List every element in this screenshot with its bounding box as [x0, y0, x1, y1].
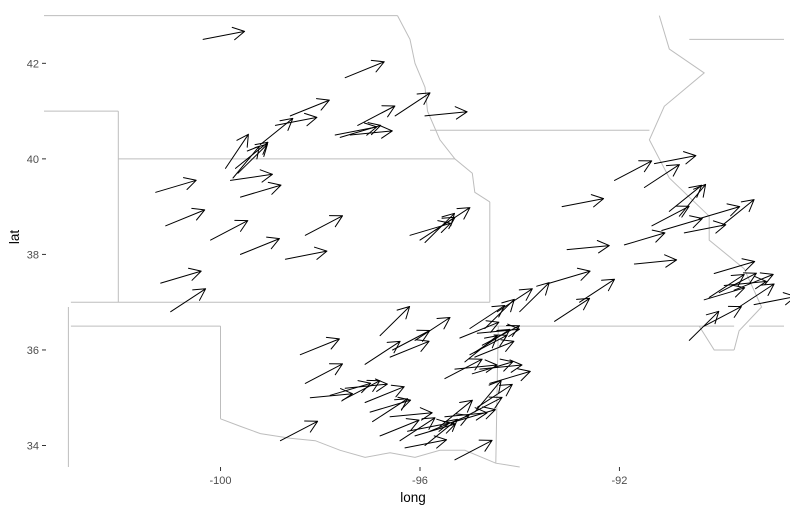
wind-arrow — [160, 267, 202, 284]
wind-arrow — [623, 229, 666, 246]
wind-arrow — [718, 272, 757, 294]
border-red-river — [220, 418, 520, 468]
wind-arrow — [723, 275, 767, 290]
wind-arrow — [424, 418, 458, 446]
wind-arrow — [549, 267, 591, 284]
wind-arrow — [661, 215, 703, 231]
wind-arrow — [476, 383, 513, 408]
wind-arrow — [399, 417, 436, 442]
wind-arrow — [364, 384, 405, 403]
wind-arrow — [274, 112, 318, 127]
wind-arrow — [678, 183, 707, 217]
wind-arrow — [459, 320, 500, 339]
wind-arrow — [561, 194, 605, 208]
y-axis-title: lat — [7, 230, 22, 245]
wind-arrow — [489, 368, 531, 384]
wind-arrow — [369, 396, 412, 413]
wind-arrow — [454, 439, 493, 461]
wind-arrow — [713, 258, 756, 274]
wind-arrow — [444, 358, 483, 380]
wind-arrow — [240, 181, 282, 198]
wind-arrow — [299, 336, 340, 356]
wind-arrow — [304, 215, 343, 236]
wind-arrow — [474, 328, 511, 353]
wind-arrow — [389, 339, 430, 358]
wind-arrow — [407, 418, 450, 432]
wind-arrow — [479, 359, 523, 373]
wind-arrow — [579, 278, 615, 303]
wind-arrow — [155, 177, 197, 193]
wind-arrow — [424, 106, 468, 120]
wind-arrow — [708, 274, 745, 298]
wind-arrow — [344, 59, 385, 79]
wind-arrow — [404, 435, 448, 449]
wind-arrow — [329, 380, 372, 396]
wind-arrow — [357, 105, 396, 126]
wind-arrow — [434, 207, 471, 231]
wind-arrow — [633, 254, 678, 268]
wind-arrow — [476, 323, 520, 337]
wind-arrow — [643, 164, 680, 188]
y-tick-label: 36 — [27, 345, 39, 357]
wind-arrow — [738, 283, 775, 308]
wind-arrow — [165, 207, 206, 227]
x-tick-label: -92 — [611, 475, 627, 487]
wind-arrow — [454, 406, 496, 423]
wind-arrow — [225, 133, 249, 169]
wind-arrow — [349, 125, 393, 139]
wind-arrow — [202, 26, 246, 41]
wind-arrow — [554, 297, 591, 322]
y-tick-label: 38 — [27, 249, 39, 261]
border-oklahoma-arkansas — [495, 326, 499, 464]
wind-arrow — [496, 288, 533, 313]
x-axis: -100 -96 -92 — [210, 467, 627, 487]
wind-arrow — [683, 220, 727, 234]
wind-arrow — [379, 418, 420, 437]
wind-arrow — [703, 305, 742, 327]
wind-arrow — [444, 407, 488, 421]
wind-arrow — [721, 199, 755, 227]
border-missouri-river — [397, 15, 491, 203]
wind-arrow — [733, 272, 774, 291]
wind-arrow — [284, 246, 328, 260]
wind-arrow — [279, 420, 319, 442]
wind-arrow — [753, 292, 790, 306]
y-axis: 34 36 38 40 42 — [27, 58, 46, 453]
wind-arrow — [364, 340, 401, 365]
wind-arrow — [389, 407, 433, 421]
wind-arrow — [235, 141, 269, 169]
wind-arrow — [379, 306, 411, 337]
wind-arrow — [210, 219, 249, 241]
x-axis-title: long — [400, 490, 426, 505]
wind-arrow — [519, 282, 550, 313]
wind-arrow — [454, 359, 498, 373]
wind-arrow — [703, 284, 746, 301]
wind-arrow — [474, 339, 515, 358]
y-tick-label: 34 — [27, 441, 39, 453]
wind-arrow — [240, 236, 280, 255]
wind-arrow — [566, 240, 610, 254]
wind-arrow — [342, 379, 381, 401]
border-mississippi-river — [648, 15, 763, 351]
y-tick-label: 40 — [27, 154, 39, 166]
wind-arrow — [653, 151, 697, 165]
wind-arrows — [155, 26, 790, 461]
x-tick-label: -100 — [210, 475, 232, 487]
wind-arrow — [304, 363, 343, 384]
state-borders — [44, 15, 784, 468]
wind-arrow — [698, 203, 741, 220]
border-bootheel — [698, 325, 735, 351]
y-tick-label: 42 — [27, 58, 39, 70]
wind-arrow — [414, 317, 451, 341]
wind-arrow — [289, 98, 330, 117]
x-tick-label: -96 — [412, 475, 428, 487]
wind-arrow — [230, 169, 273, 183]
wind-arrow — [394, 92, 431, 117]
wind-arrow — [651, 205, 690, 227]
wind-arrow — [614, 160, 653, 181]
wind-arrow — [170, 288, 207, 313]
